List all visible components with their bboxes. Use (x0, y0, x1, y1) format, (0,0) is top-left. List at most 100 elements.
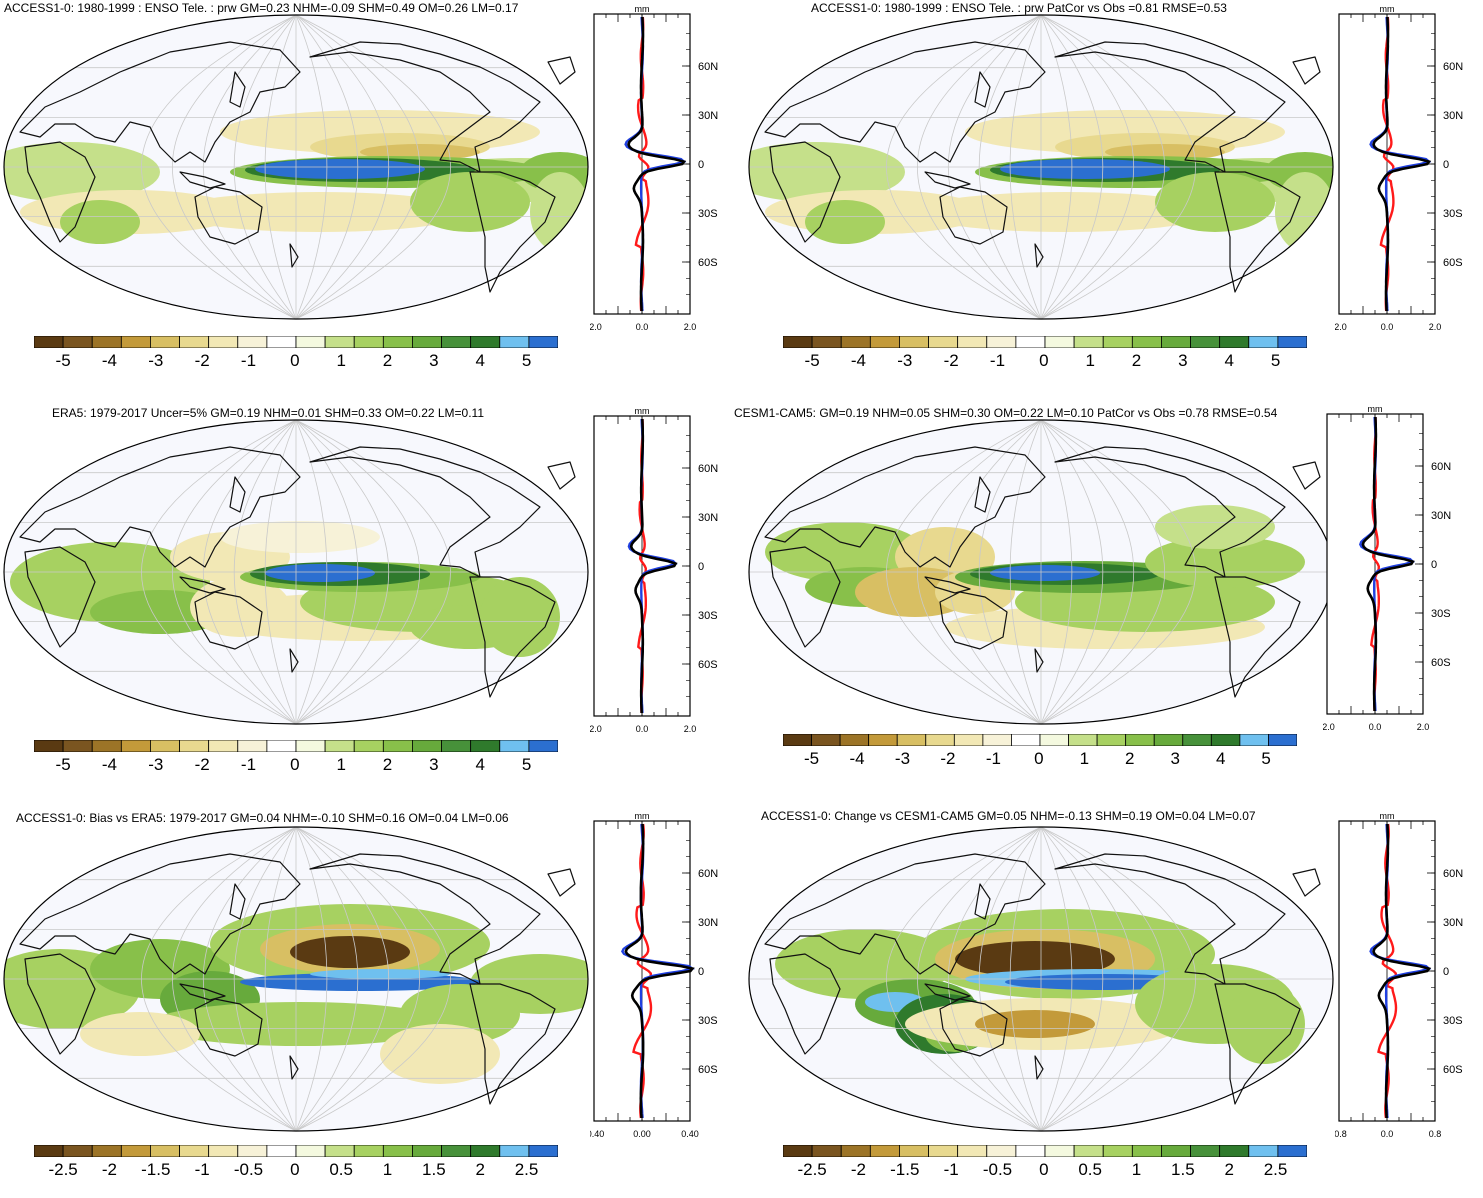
colorbar-swatch (811, 336, 842, 348)
landmass (1292, 461, 1321, 490)
profile-lat-label: 30N (698, 110, 718, 122)
profile-lat-label: 30S (1443, 1015, 1463, 1027)
field-contour (1155, 172, 1275, 232)
colorbar-label: 1.5 (422, 1160, 446, 1179)
graticule-lon (295, 826, 451, 1132)
colorbar-label: -1 (194, 1160, 210, 1179)
profile-x-label: 2.0 (1429, 322, 1442, 332)
zonal-mean-profile: mm 60N 30N 0 30S 60S -0.40 0.00 0.40 (590, 811, 718, 1139)
colorbar-swatch (1131, 1145, 1162, 1157)
colorbar-swatch (441, 336, 472, 348)
profile-lat-label: 0 (1443, 159, 1449, 171)
landmass (229, 883, 246, 920)
colorbar-swatch (896, 734, 927, 746)
colorbar-label: 1 (336, 755, 346, 774)
field-contour (975, 1010, 1095, 1038)
landmass (924, 983, 971, 1001)
colorbar-label: 0 (1034, 749, 1044, 768)
colorbar-swatch (499, 1145, 530, 1157)
field-contour (1275, 172, 1333, 252)
field-contour (220, 521, 380, 553)
profile-lat-label: 0 (1431, 559, 1437, 571)
colorbar-swatch (412, 1145, 442, 1157)
colorbar-swatch (208, 336, 239, 348)
colorbar-label: 0 (290, 1160, 300, 1179)
colorbar-swatch (1239, 734, 1269, 746)
colorbar-swatch (150, 740, 180, 752)
landmass (939, 186, 1008, 245)
landmass (1214, 576, 1301, 698)
landmass (974, 71, 991, 108)
graticule-lon (1040, 419, 1196, 725)
landmass (24, 546, 96, 648)
colorbar-label: -5 (803, 749, 820, 768)
coastlines (764, 446, 1321, 698)
profile-lat-label: 0 (698, 966, 704, 978)
colorbar-swatch (179, 740, 210, 752)
graticule-lon (1040, 826, 1196, 1132)
colorbar-label: -4 (849, 749, 865, 768)
colorbar-swatches (783, 734, 1297, 746)
colorbar-label: 2 (1224, 1160, 1234, 1179)
colorbar: -2.5 -2 -1.5 -1 -0.5 0 0.5 1 1.5 2 2.5 (34, 1145, 558, 1179)
profile-lat-label: 60S (698, 659, 718, 671)
field-contour (80, 1012, 200, 1056)
field-contour (60, 200, 140, 244)
profile-lat-label: 30N (1431, 510, 1451, 522)
landmass (469, 983, 556, 1105)
graticule-lon (295, 826, 389, 1132)
landmass (469, 576, 556, 698)
colorbar-swatch (1248, 1145, 1279, 1157)
colorbar-label: -1 (240, 351, 257, 370)
graticule-lon (233, 14, 297, 320)
colorbar-label: 2 (382, 755, 393, 774)
graticule-lon (1040, 419, 1073, 725)
colorbar-swatch (957, 1145, 988, 1157)
landmass (289, 243, 299, 268)
colorbar-label: -1 (240, 755, 257, 774)
colorbar-swatch (1219, 1145, 1250, 1157)
colorbar-swatches (783, 336, 1307, 348)
colorbar-swatch (1102, 336, 1133, 348)
graticule-lon (141, 419, 297, 725)
colorbar-swatch (840, 336, 871, 348)
colorbar-swatch (1015, 336, 1046, 348)
landmass (289, 648, 299, 673)
field-contour (170, 192, 470, 232)
graticule-lon (295, 14, 328, 320)
colorbar-label: 0 (290, 351, 300, 370)
colorbar-swatch (1011, 734, 1041, 746)
graticule-lon (172, 419, 297, 725)
graticule-lon (141, 14, 297, 320)
profile-lat-label: 60N (698, 868, 718, 880)
graticule-lon (978, 826, 1042, 1132)
profile-x-label: 0.0 (636, 322, 649, 332)
field-contour (290, 936, 410, 968)
landmass (924, 171, 971, 189)
colorbar-swatch (324, 336, 355, 348)
colorbar-label: -2 (194, 351, 210, 370)
profile-lat-label: 60N (1431, 461, 1451, 473)
colorbar-swatch (62, 1145, 93, 1157)
colorbar-swatch (982, 734, 1012, 746)
robinson-map (748, 826, 1334, 1132)
panel-title: ACCESS1-0: 1980-1999 : ENSO Tele. : prw … (811, 1, 1227, 15)
profile-lat-label: 30S (1431, 608, 1451, 620)
profile-lat-label: 60N (698, 463, 718, 475)
colorbar-swatch (528, 740, 558, 752)
colorbar-swatch (1073, 336, 1104, 348)
colorbar-swatch (1182, 734, 1212, 746)
colorbar-label: 5 (1270, 351, 1281, 370)
map-border (3, 826, 589, 1132)
colorbar-label: 4 (475, 755, 485, 774)
colorbar-label: -1 (989, 351, 1006, 370)
colorbar-swatch (237, 740, 268, 752)
profile-x-label: -2.0 (1335, 322, 1347, 332)
colorbar-swatches (34, 740, 558, 752)
landmass (194, 186, 263, 245)
graticule-lon (172, 826, 297, 1132)
colorbar-swatch (34, 336, 64, 348)
zonal-mean-profile: mm 60N 30N 0 30S 60S -2.0 0.0 2.0 (1335, 4, 1463, 332)
graticule-lon (948, 14, 1042, 320)
landmass (1034, 1055, 1044, 1080)
